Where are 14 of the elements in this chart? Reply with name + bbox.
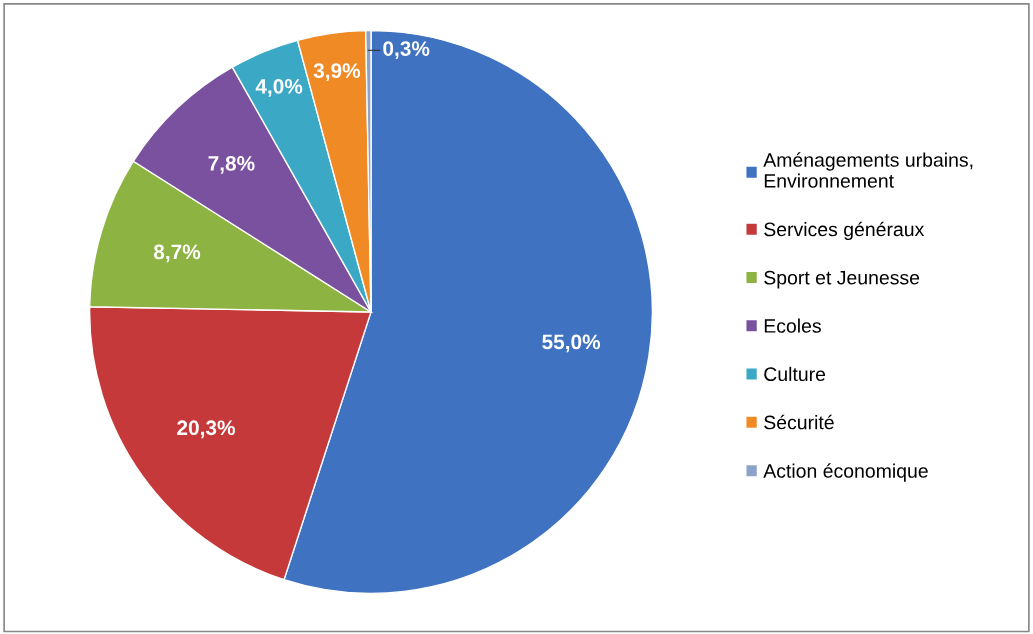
data-label: 4,0% xyxy=(255,78,303,97)
data-label: 7,8% xyxy=(208,156,255,174)
legend-label: Culture xyxy=(764,366,826,382)
data-label: 8,7% xyxy=(153,244,201,263)
legend-label: Sécurité xyxy=(764,414,834,430)
data-label: 3,9% xyxy=(313,63,361,82)
legend-label: Sport et Jeunesse xyxy=(764,270,920,289)
legend-label: Services généraux xyxy=(764,221,925,241)
data-label: 20,3% xyxy=(177,420,235,439)
legend-label: Aménagements urbains, Environnement xyxy=(763,152,973,188)
legend-label: Ecoles xyxy=(764,318,821,333)
data-label: 0,3% xyxy=(383,41,430,59)
data-label: 55,0% xyxy=(542,334,601,353)
legend-label: Action économique xyxy=(763,463,928,482)
